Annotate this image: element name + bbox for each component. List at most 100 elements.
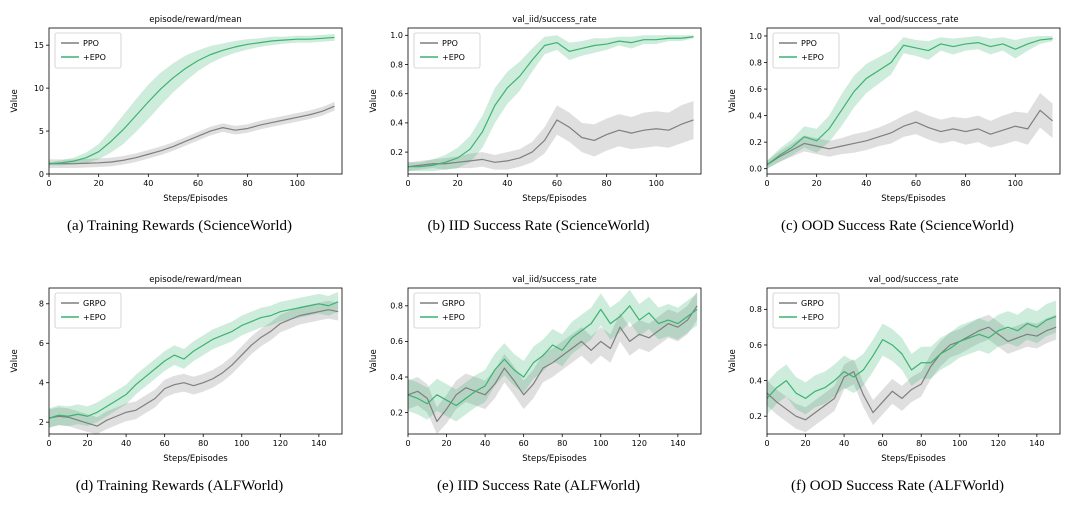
chart-ood-success-alfworld: 0 20 40 60 80 100 120 140 0.2 0.4 0.6 0.8 val_ood/su… bbox=[728, 275, 1061, 464]
x-tick-label: 0 bbox=[46, 439, 51, 448]
y-tick-label: 0.4 bbox=[390, 119, 403, 128]
x-tick-label: 60 bbox=[193, 179, 203, 188]
caption-c: (c) OOD Success Rate (ScienceWorld) bbox=[781, 218, 1014, 235]
x-axis-label: Steps/Episodes bbox=[163, 194, 228, 204]
x-tick-label: 60 bbox=[519, 439, 529, 448]
chart-title: val_ood/success_rate bbox=[868, 275, 958, 285]
y-tick-label: 0 bbox=[39, 170, 44, 179]
y-tick-label: 0.6 bbox=[390, 90, 403, 99]
y-tick-label: 0.6 bbox=[390, 337, 403, 346]
caption-e-tag: (e) bbox=[437, 478, 454, 494]
panel-c: 0 20 40 60 80 100 0.0 0.2 0.4 0.6 0.8 1.0 val_ood/su… bbox=[718, 0, 1077, 250]
x-tick-label: 120 bbox=[991, 439, 1006, 448]
x-tick-label: 80 bbox=[602, 179, 612, 188]
band-grpo bbox=[767, 314, 1057, 433]
legend-box bbox=[54, 292, 122, 329]
x-tick-label: 40 bbox=[143, 179, 153, 188]
band-epo bbox=[408, 35, 694, 172]
line-grpo bbox=[48, 309, 339, 427]
line-epo bbox=[766, 38, 1053, 166]
panel-b: 0 20 40 60 80 100 0.2 0.4 0.6 0.8 1.0 val_iid/succe… bbox=[359, 0, 718, 250]
chart-title: val_iid/success_rate bbox=[512, 275, 597, 285]
legend-label: GRPO bbox=[442, 299, 465, 308]
x-tick-label: 0 bbox=[405, 179, 410, 188]
x-tick-label: 40 bbox=[480, 439, 490, 448]
chart-title: val_iid/success_rate bbox=[512, 15, 597, 25]
axes-spines bbox=[48, 287, 343, 435]
y-axis-label: Value bbox=[369, 349, 379, 372]
x-tick-label: 80 bbox=[557, 439, 567, 448]
y-tick-label: 0.8 bbox=[390, 60, 403, 69]
band-epo bbox=[49, 291, 339, 429]
x-tick-label: 100 bbox=[1008, 179, 1023, 188]
x-axis-label: Steps/Episodes bbox=[881, 454, 946, 464]
caption-d: (d) Training Rewards (ALFWorld) bbox=[76, 478, 284, 495]
legend-label: PPO bbox=[83, 39, 99, 48]
x-tick-label: 20 bbox=[800, 439, 810, 448]
x-tick-label: 40 bbox=[502, 179, 512, 188]
y-axis-label: Value bbox=[369, 89, 379, 112]
y-tick-label: 0.2 bbox=[390, 148, 403, 157]
line-epo bbox=[48, 36, 335, 165]
x-tick-label: 140 bbox=[670, 439, 685, 448]
x-tick-label: 100 bbox=[952, 439, 967, 448]
legend-label: +EPO bbox=[442, 53, 465, 62]
x-tick-label: 20 bbox=[812, 179, 822, 188]
x-tick-label: 40 bbox=[861, 179, 871, 188]
chart-title: episode/reward/mean bbox=[149, 275, 242, 285]
x-tick-label: 140 bbox=[1029, 439, 1044, 448]
x-tick-label: 80 bbox=[961, 179, 971, 188]
caption-a-tag: (a) bbox=[67, 218, 84, 234]
caption-b-text: IID Success Rate (ScienceWorld) bbox=[448, 218, 650, 234]
caption-a-text: Training Rewards (ScienceWorld) bbox=[87, 218, 292, 234]
caption-e: (e) IID Success Rate (ALFWorld) bbox=[437, 478, 640, 495]
caption-c-text: OOD Success Rate (ScienceWorld) bbox=[801, 218, 1014, 234]
chart-title: episode/reward/mean bbox=[149, 15, 242, 25]
caption-e-text: IID Success Rate (ALFWorld) bbox=[457, 478, 640, 494]
x-tick-label: 60 bbox=[878, 439, 888, 448]
x-tick-label: 60 bbox=[552, 179, 562, 188]
caption-d-text: Training Rewards (ALFWorld) bbox=[96, 478, 284, 494]
panel-d: 0 20 40 60 80 100 120 140 2 4 6 8 episode/reward/mea… bbox=[0, 250, 359, 509]
x-axis-label: Steps/Episodes bbox=[522, 194, 587, 204]
line-epo bbox=[766, 315, 1057, 399]
line-ppo bbox=[407, 119, 694, 168]
panel-e: 0 20 40 60 80 100 120 140 0.2 0.4 0.6 0.8 val_iid/su… bbox=[359, 250, 718, 509]
line-ppo bbox=[49, 105, 335, 165]
x-tick-label: 100 bbox=[290, 179, 305, 188]
legend-label: +EPO bbox=[83, 53, 106, 62]
y-tick-label: 1.0 bbox=[390, 31, 403, 40]
x-tick-label: 0 bbox=[764, 179, 769, 188]
axes-spines bbox=[766, 287, 1061, 435]
band-ppo bbox=[408, 101, 694, 172]
y-tick-label: 4 bbox=[39, 379, 44, 388]
y-tick-label: 10 bbox=[34, 84, 44, 93]
panel-f: 0 20 40 60 80 100 120 140 0.2 0.4 0.6 0.8 val_ood/su… bbox=[718, 250, 1077, 509]
legend-box bbox=[772, 292, 840, 329]
x-tick-label: 120 bbox=[273, 439, 288, 448]
chart-training-rewards-alfworld: 0 20 40 60 80 100 120 140 2 4 6 8 episode/reward/mea… bbox=[10, 275, 343, 464]
chart-training-rewards-scienceworld: 0 20 40 60 80 100 0 5 10 15 episode/reward/mean Ste… bbox=[10, 15, 343, 204]
band-ppo bbox=[49, 101, 335, 168]
x-tick-label: 20 bbox=[82, 439, 92, 448]
x-axis-label: Steps/Episodes bbox=[163, 454, 228, 464]
x-tick-label: 100 bbox=[234, 439, 249, 448]
y-tick-label: 0.4 bbox=[390, 373, 403, 382]
y-axis-label: Value bbox=[728, 349, 738, 372]
caption-f-text: OOD Success Rate (ALFWorld) bbox=[809, 478, 1004, 494]
y-tick-label: 0.2 bbox=[749, 412, 762, 421]
x-tick-label: 60 bbox=[160, 439, 170, 448]
y-tick-label: 0.8 bbox=[749, 58, 762, 67]
legend-label: PPO bbox=[442, 39, 458, 48]
caption-b-tag: (b) bbox=[427, 218, 445, 234]
legend-label: PPO bbox=[801, 39, 817, 48]
x-tick-label: 120 bbox=[632, 439, 647, 448]
x-tick-label: 80 bbox=[916, 439, 926, 448]
x-tick-label: 100 bbox=[593, 439, 608, 448]
line-grpo bbox=[407, 305, 698, 423]
y-axis-label: Value bbox=[10, 89, 20, 112]
y-tick-label: 2 bbox=[39, 418, 44, 427]
axes-spines bbox=[407, 27, 702, 175]
x-tick-label: 20 bbox=[94, 179, 104, 188]
